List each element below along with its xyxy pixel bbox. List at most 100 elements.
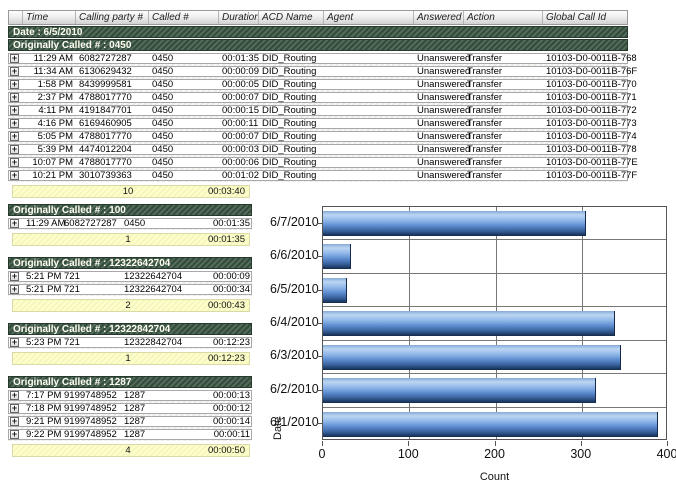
count-bar: [323, 378, 596, 404]
y-axis-tick: [317, 356, 322, 358]
bar-row: [323, 240, 666, 274]
x-axis-tick-label: 100: [397, 447, 419, 461]
acd-name-cell: DID_Routing: [262, 53, 317, 64]
duration-cell: 00:00:14: [213, 416, 250, 427]
lower-groups: Originally Called # : 100 +11:29 AM 608272…: [8, 203, 258, 468]
group-rows-area: +11:29 AM 6082727287 0450 00:01:35: [8, 218, 252, 230]
global-call-id-cell: 10103-D0-0011B-771: [546, 92, 637, 103]
called-number-cell: 0450: [152, 157, 174, 168]
time-cell: 5:21 PM: [26, 284, 62, 295]
summary-total-duration: 00:01:35: [208, 234, 245, 245]
expand-row-button[interactable]: +: [10, 53, 19, 63]
expand-cell: +: [9, 417, 23, 426]
called-number-cell: 0450: [152, 144, 174, 155]
action-cell: Transfer: [467, 131, 503, 142]
table-row: +7:18 PM 9199748952 1287 00:00:12: [8, 403, 252, 414]
group-summary-row: 10 00:03:40: [12, 185, 250, 198]
duration-cell: 00:01:02: [222, 170, 259, 181]
duration-cell: 00:00:07: [222, 92, 259, 103]
summary-call-count: 1: [125, 234, 131, 245]
calling-party-cell: 4788017770: [79, 157, 132, 168]
expand-cell: +: [9, 285, 23, 294]
expand-row-button[interactable]: +: [10, 92, 19, 102]
table-row: +5:39 PM 4474012204 0450 00:00:03 DID_Routin…: [8, 144, 637, 155]
count-bar: [323, 211, 587, 236]
called-number-cell: 0450: [124, 218, 146, 229]
expand-row-button[interactable]: +: [10, 429, 19, 439]
expand-row-button[interactable]: +: [10, 144, 19, 154]
duration-cell: 00:00:06: [222, 157, 259, 168]
called-number-cell: 0450: [152, 170, 174, 181]
expand-row-button[interactable]: +: [10, 131, 19, 141]
column-header-ACD Name: ACD Name: [259, 11, 324, 24]
summary-spacer: [13, 186, 98, 197]
group-header: Originally Called # : 12322842704: [8, 323, 252, 335]
answered-cell: Unanswered: [417, 144, 471, 155]
group-summary-row: 1 00:12:23: [12, 352, 250, 365]
group-rows-area: +5:21 PM 721 12322642704 00:00:09 +5:21 PM 72…: [8, 271, 252, 296]
expand-row-button[interactable]: +: [10, 79, 19, 89]
duration-cell: 00:00:13: [213, 390, 250, 401]
expand-cell: +: [9, 404, 23, 413]
expand-row-button[interactable]: +: [10, 403, 19, 413]
group-header: Originally Called # : 100: [8, 204, 252, 216]
expand-cell: +: [9, 132, 23, 141]
column-header-Agent: Agent: [324, 11, 414, 24]
column-header-Called #: Called #: [149, 11, 219, 24]
answered-cell: Unanswered: [417, 131, 471, 142]
agent-cell: [324, 54, 414, 63]
time-cell: 4:11 PM: [38, 105, 73, 116]
expand-row-button[interactable]: +: [10, 105, 19, 115]
expand-cell: +: [9, 67, 23, 76]
calling-party-cell: 4474012204: [79, 144, 132, 155]
x-axis-tick-label: 0: [318, 447, 326, 461]
global-call-id-cell: 10103-D0-0011B-778: [546, 144, 637, 155]
expand-cell: +: [9, 93, 23, 102]
global-call-id-cell: 10103-D0-0011B-773: [546, 118, 637, 129]
summary-spacer: [13, 300, 98, 311]
expand-row-button[interactable]: +: [10, 157, 19, 167]
y-axis-tick-label: 6/5/2010: [270, 281, 319, 296]
expand-cell: +: [9, 158, 23, 167]
acd-name-cell: DID_Routing: [262, 157, 317, 168]
answered-cell: Unanswered: [417, 105, 471, 116]
expand-row-button[interactable]: +: [10, 337, 19, 347]
called-number-cell: 1287: [124, 403, 146, 414]
x-axis-tick: [322, 441, 323, 446]
column-header-Global Call Id: Global Call Id: [546, 12, 607, 23]
called-number-cell: 0450: [152, 53, 174, 64]
x-axis-tick: [580, 441, 582, 446]
time-cell: 9:21 PM: [26, 416, 62, 427]
action-cell: Transfer: [467, 170, 503, 181]
global-call-id-cell: 10103-D0-0011B-772: [546, 105, 637, 116]
action-cell: Transfer: [467, 92, 503, 103]
time-cell: 5:05 PM: [37, 131, 73, 142]
expand-row-button[interactable]: +: [10, 271, 19, 281]
expand-row-button[interactable]: +: [10, 390, 19, 400]
answered-cell: Unanswered: [417, 79, 471, 90]
summary-total-duration: 00:00:50: [208, 445, 245, 456]
agent-cell: [324, 80, 414, 89]
expand-row-button[interactable]: +: [10, 218, 19, 228]
calling-party-cell: 9199748952: [64, 403, 117, 414]
duration-cell: 00:00:03: [222, 144, 259, 155]
group-summary-container: 10 00:03:40: [8, 185, 628, 198]
expand-row-button[interactable]: +: [10, 284, 19, 294]
bar-row: [323, 408, 666, 441]
group-header: Originally Called # : 1287: [8, 376, 252, 388]
duration-cell: 00:00:15: [222, 105, 259, 116]
acd-name-cell: DID_Routing: [262, 105, 317, 116]
summary-call-count: 1: [125, 353, 131, 364]
calling-party-cell: 3010739363: [79, 170, 132, 181]
expand-row-button[interactable]: +: [10, 416, 19, 426]
expand-row-button[interactable]: +: [10, 118, 19, 128]
x-axis-tick: [667, 441, 668, 446]
called-number-cell: 12322642704: [124, 271, 183, 282]
time-cell: 5:39 PM: [37, 144, 73, 155]
duration-cell: 00:01:35: [222, 53, 259, 64]
expand-row-button[interactable]: +: [10, 66, 19, 76]
count-bar: [323, 411, 659, 437]
expand-row-button[interactable]: +: [10, 170, 19, 180]
bar-row: [323, 274, 666, 308]
table-row: +11:29 AM 6082727287 0450 00:01:35 DID_Routi…: [8, 53, 637, 64]
